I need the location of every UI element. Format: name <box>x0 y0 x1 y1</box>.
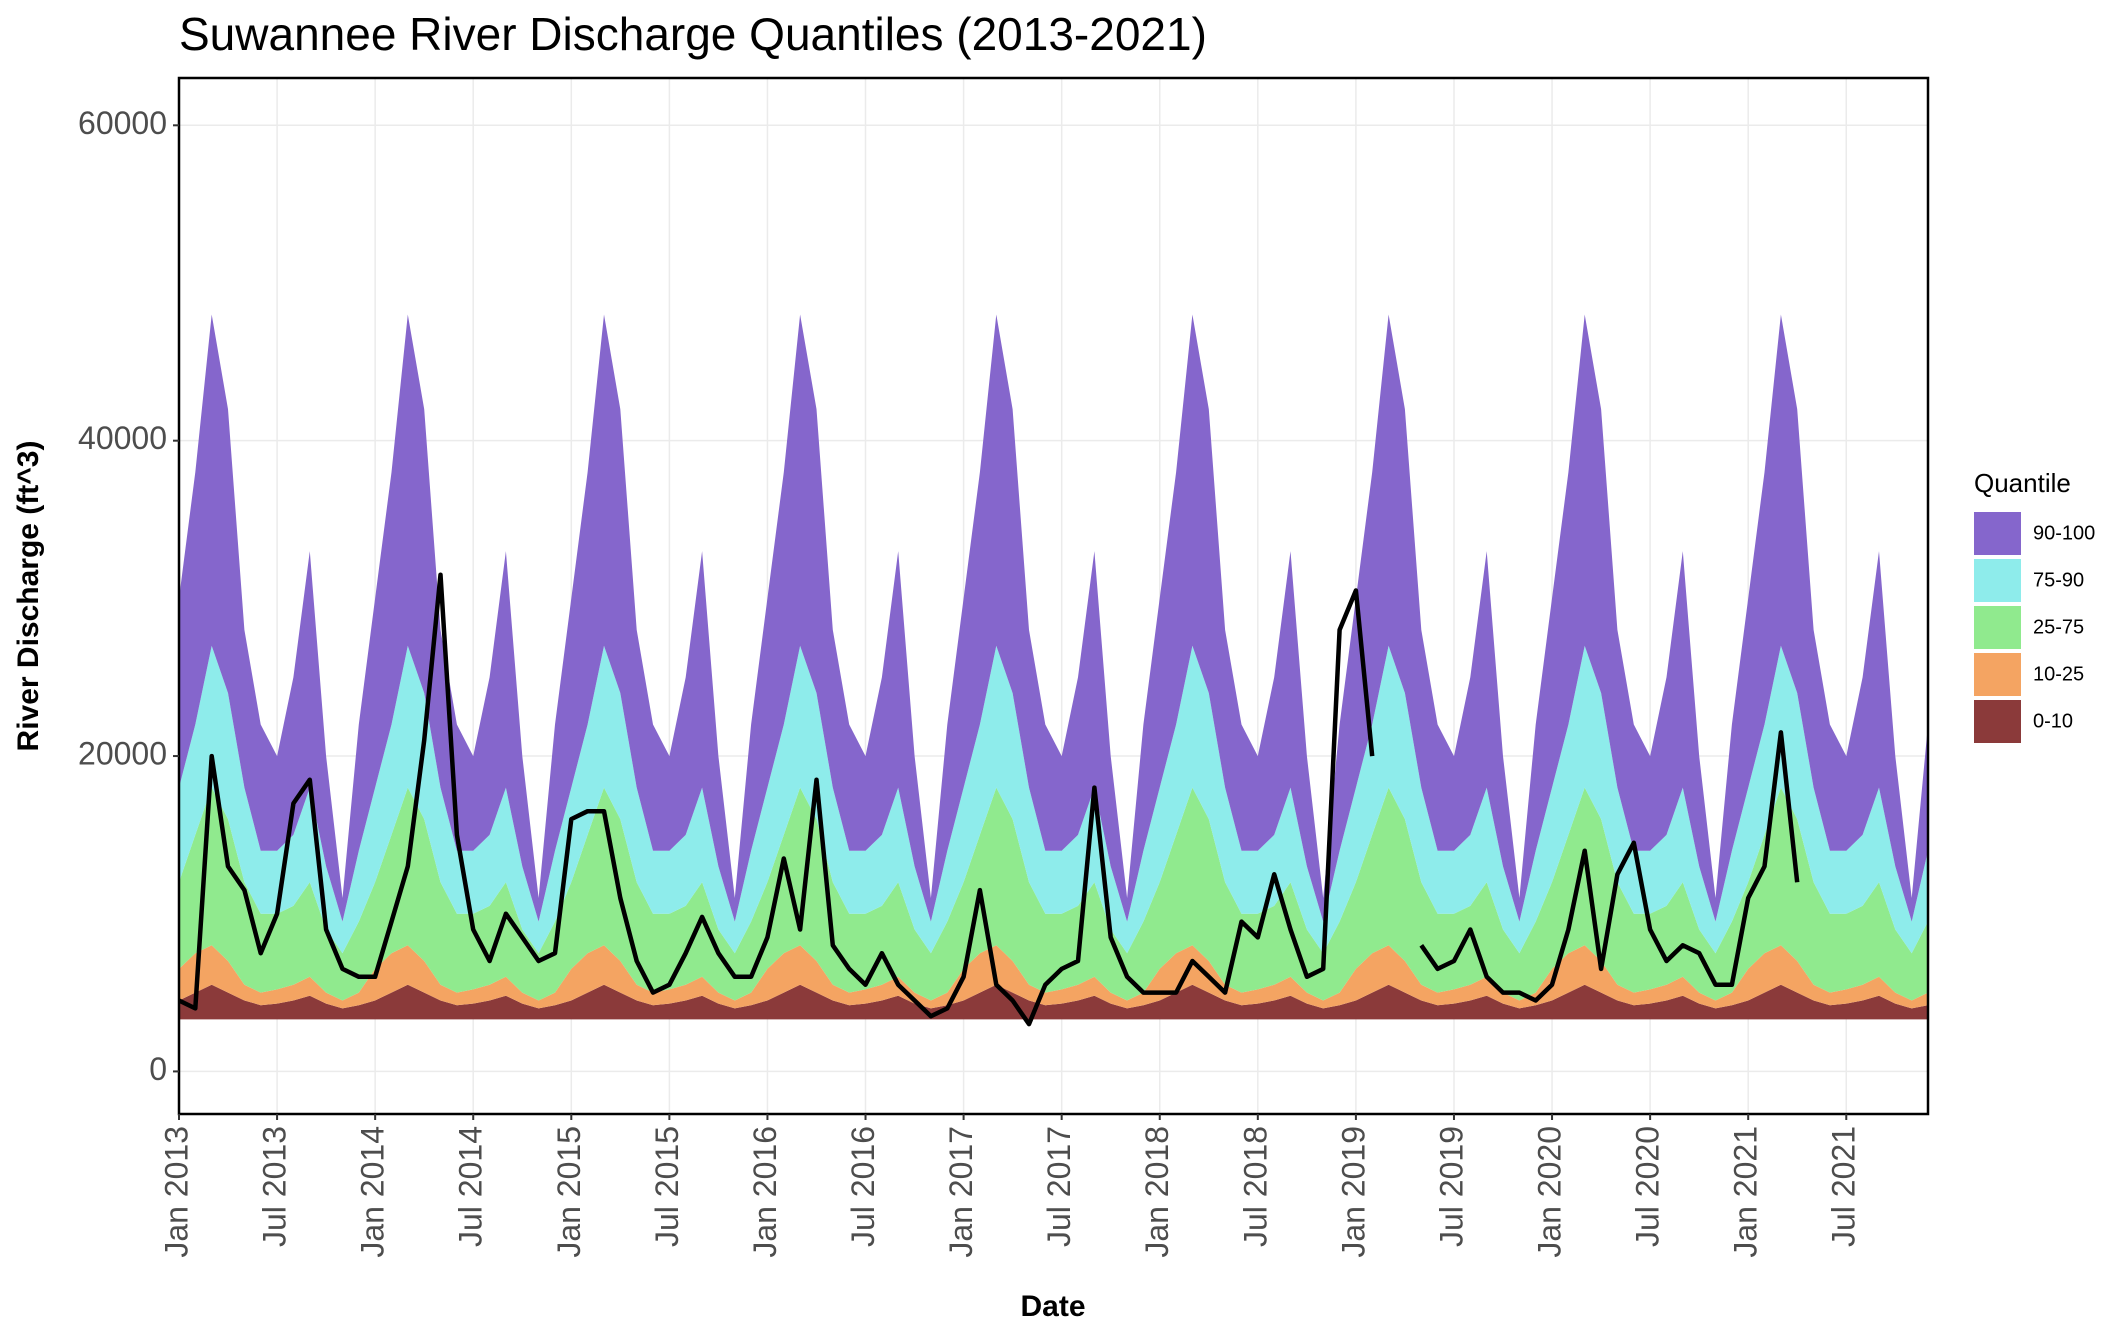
x-tick-label: Jul 2014 <box>453 1126 489 1247</box>
plot-border <box>177 76 1930 1116</box>
area-band <box>179 645 1928 954</box>
y-tick-label: 0 <box>149 1051 167 1087</box>
legend-label: 75-90 <box>2033 569 2084 591</box>
legend-swatch <box>1974 700 2021 743</box>
x-tick-label: Jul 2016 <box>845 1126 881 1247</box>
x-tick-label: Jul 2013 <box>257 1126 293 1247</box>
legend-swatch <box>1974 512 2021 555</box>
x-tick-label: Jan 2020 <box>1531 1126 1567 1258</box>
x-tick-label: Jan 2021 <box>1728 1126 1764 1258</box>
area-band <box>179 984 1928 1020</box>
x-tick-label: Jul 2015 <box>649 1126 685 1247</box>
legend-label: 10-25 <box>2033 663 2084 685</box>
observed-line <box>178 572 1800 1027</box>
y-tick-label: 60000 <box>78 105 167 141</box>
area-band <box>179 945 1928 1009</box>
x-tick-label: Jul 2020 <box>1630 1126 1666 1247</box>
x-tick-label: Jul 2018 <box>1237 1126 1273 1247</box>
x-tick-label: Jul 2017 <box>1041 1126 1077 1247</box>
y-tick-label: 20000 <box>78 736 167 772</box>
legend-label: 25-75 <box>2033 616 2084 638</box>
legend-label: 90-100 <box>2033 522 2095 544</box>
x-tick-label: Jan 2018 <box>1139 1126 1175 1258</box>
x-tick-label: Jan 2013 <box>158 1126 194 1258</box>
legend-label: 0-10 <box>2033 710 2073 732</box>
x-tick-label: Jan 2014 <box>355 1126 391 1258</box>
area-band <box>179 314 1928 922</box>
x-tick-label: Jan 2017 <box>943 1126 979 1258</box>
y-axis-label: River Discharge (ft^3) <box>12 441 45 752</box>
y-tick-label: 40000 <box>78 420 167 456</box>
legend-swatch <box>1974 653 2021 696</box>
chart-title: Suwannee River Discharge Quantiles (2013… <box>179 8 1207 60</box>
area-band <box>179 787 1928 1001</box>
legend-swatch <box>1974 559 2021 602</box>
x-tick-label: Jan 2015 <box>551 1126 587 1258</box>
x-tick-label: Jan 2016 <box>747 1126 783 1258</box>
x-axis-label: Date <box>1020 1290 1085 1323</box>
x-tick-label: Jan 2019 <box>1335 1126 1371 1258</box>
legend-title: Quantile <box>1974 468 2071 498</box>
x-tick-label: Jul 2019 <box>1433 1126 1469 1247</box>
legend-swatch <box>1974 606 2021 649</box>
x-tick-label: Jul 2021 <box>1826 1126 1862 1247</box>
